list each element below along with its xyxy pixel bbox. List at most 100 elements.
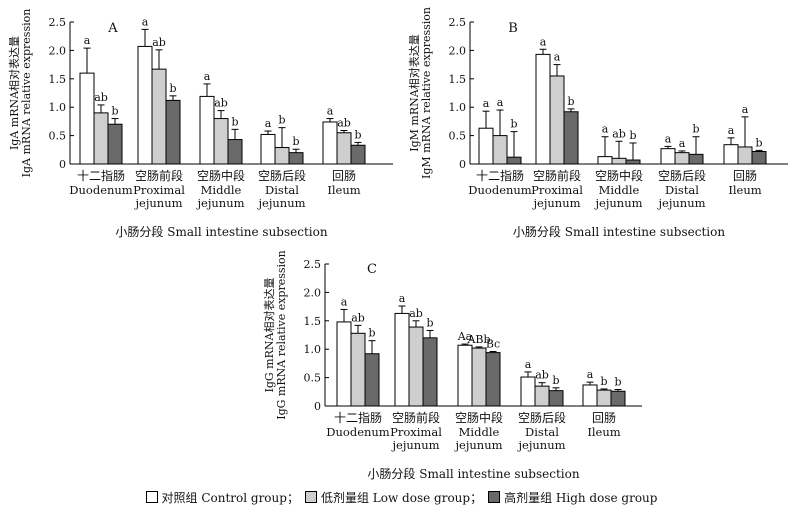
y-tick-label: 0 [459,158,466,171]
significance-letter: b [111,105,118,118]
legend-swatch-high-dose [488,491,501,503]
legend-label-control: 对照组 Control group； [161,490,299,505]
significance-letter: ab [337,116,351,129]
bar [597,156,613,165]
significance-letter: b [552,374,559,387]
significance-letter: ab [535,369,549,382]
bar [364,353,380,407]
bar [582,384,598,407]
category-label-cn: 十二指肠 [334,410,382,425]
y-axis-title-en: IgM mRNA relative expression [420,7,433,179]
bar [107,123,123,165]
bar [350,144,366,165]
y-tick-label: 0 [59,158,66,171]
y-axis-title-cn: IgA mRNA相对表达量 [7,36,21,150]
bar [274,147,290,165]
bar [93,112,109,165]
legend-label-low-dose: 低剂量组 Low dose group； [320,490,483,505]
category-label-en: jejunum [531,196,580,210]
y-tick-label: 0 [314,400,321,413]
category-label-en: Ileum [587,425,620,439]
category-label-en: Distal [265,183,299,197]
category-label-en: Proximal [390,425,442,439]
bar [506,156,522,165]
category-label-en: Proximal [133,183,185,197]
panel-b: 00.51.01.52.02.5 Ba ab十二指肠Duodenumaab空肠前段P… [407,7,788,239]
category-label-en: Proximal [531,183,583,197]
significance-letter: ABb [466,333,490,346]
significance-letter: a [554,51,561,64]
significance-letter: a [204,70,211,83]
significance-letter: b [169,82,176,95]
bar [563,111,579,165]
bar [535,53,551,165]
category-label-cn: 回肠 [592,411,616,425]
significance-letter: a [728,124,735,137]
bar [199,95,215,165]
bar [660,148,676,165]
category-label-en: Duodenum [326,425,390,439]
significance-letter: a [327,105,334,118]
y-axis-title-cn: IgM mRNA相对表达量 [407,34,421,151]
category-label-en: jejunum [656,196,705,210]
bar [260,133,276,165]
significance-letter: a [742,103,749,116]
category-label-en: jejunum [516,438,565,452]
y-tick-label: 2.5 [449,16,467,29]
significance-letter: a [525,358,532,371]
bar [549,75,565,165]
bar [688,153,704,165]
bar [350,332,366,407]
category-label-en: jejunum [133,196,182,210]
significance-letter: Aa [457,330,473,343]
bar [322,121,338,165]
significance-letter: a [399,292,406,305]
bar [422,337,438,407]
significance-letter: a [483,97,490,110]
bar [520,376,536,407]
y-axis-title-en: IgA mRNA relative expression [20,9,33,178]
significance-letter: b [368,327,375,340]
category-label-cn: 十二指肠 [476,168,524,183]
significance-letter: b [614,376,621,389]
category-label-en: Middle [459,425,500,439]
category-label-en: jejunum [256,196,305,210]
legend-swatch-control [145,491,158,503]
y-tick-label: 0.5 [304,372,322,385]
significance-letter: a [540,35,547,48]
significance-letter: b [292,135,299,148]
y-tick-label: 2.5 [49,16,67,29]
panel-label-c: C [367,262,377,277]
legend: 对照组 Control group； 低剂量组 Low dose group； … [0,486,803,508]
significance-letter: ab [152,36,166,49]
category-label-en: Middle [201,183,242,197]
category-label-cn: 十二指肠 [77,168,125,183]
x-axis-title: 小肠分段 Small intestine subsection [367,466,579,481]
significance-letter: a [142,15,149,28]
bar [227,139,243,165]
y-tick-label: 1.5 [304,315,322,328]
category-label-en: jejunum [593,196,642,210]
category-label-cn: 回肠 [332,169,356,183]
category-label-en: Distal [665,183,699,197]
category-label-cn: 空肠前段 [135,168,183,183]
category-label-en: Ileum [728,183,761,197]
bar [596,389,612,407]
category-label-en: Duodenum [468,183,532,197]
significance-letter: b [510,118,517,131]
panel-label-a: A [107,21,118,36]
bar [625,159,641,165]
y-tick-label: 1.5 [449,73,467,86]
y-tick-label: 0.5 [49,130,67,143]
bar [751,151,767,165]
significance-letter: a [679,137,686,150]
bar [723,144,739,165]
significance-letter: ab [214,97,228,110]
category-label-en: Duodenum [69,183,133,197]
category-label-cn: 空肠后段 [658,168,706,183]
significance-letter: a [602,123,609,136]
bar [137,45,153,165]
y-axis-title-en: IgG mRNA relative expression [275,250,288,420]
category-label-en: Distal [525,425,559,439]
